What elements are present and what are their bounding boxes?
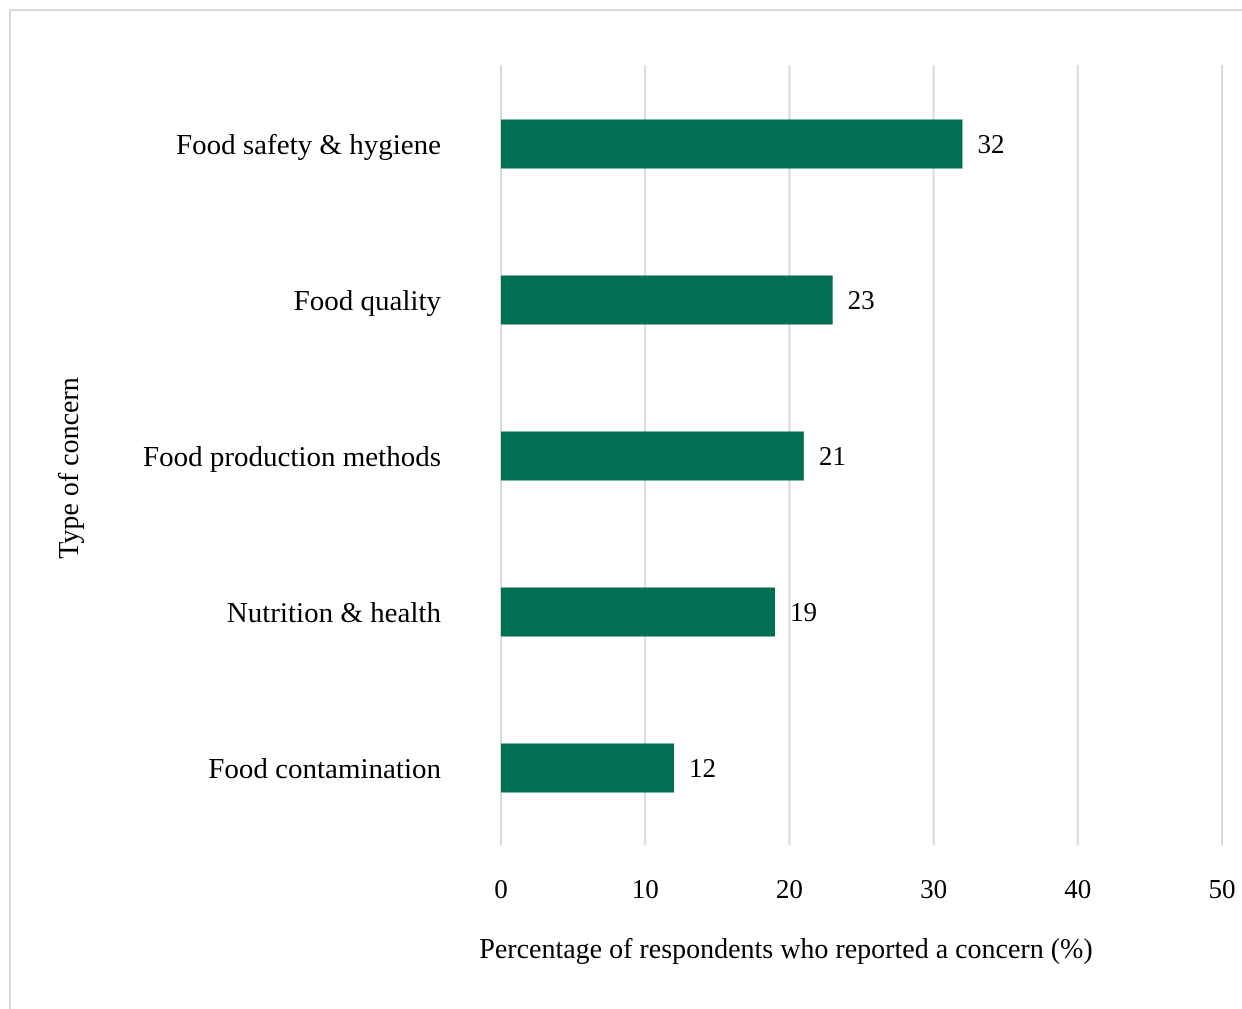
category-label: Food quality [294,285,442,317]
y-axis-title: Type of concern [54,377,85,559]
data-label: 32 [977,129,1004,159]
x-tick-label: 20 [776,874,803,904]
bars [501,119,963,793]
bar [501,743,675,793]
data-label: 19 [790,597,817,627]
bar [501,587,775,637]
data-label: 23 [848,285,875,315]
data-labels: 32 23 21 19 12 [689,129,1004,783]
x-tick-label: 0 [494,874,508,904]
chart-frame [9,9,1242,1009]
bar [501,275,833,325]
category-labels: Food safety & hygiene Food quality Food pr… [143,129,442,785]
category-label: Food safety & hygiene [176,129,441,161]
x-tick-label: 50 [1209,874,1236,904]
x-axis-title: Percentage of respondents who reported a… [479,934,1092,965]
x-tick-label: 10 [632,874,659,904]
bar [501,431,804,481]
data-label: 21 [819,441,846,471]
x-tick-labels: 0 10 20 30 40 50 [494,874,1235,904]
bar [501,119,963,169]
x-tick-label: 30 [920,874,947,904]
category-label: Food production methods [143,441,441,473]
category-label: Nutrition & health [227,597,442,629]
x-tick-label: 40 [1064,874,1091,904]
data-label: 12 [689,753,716,783]
category-label: Food contamination [208,753,441,785]
